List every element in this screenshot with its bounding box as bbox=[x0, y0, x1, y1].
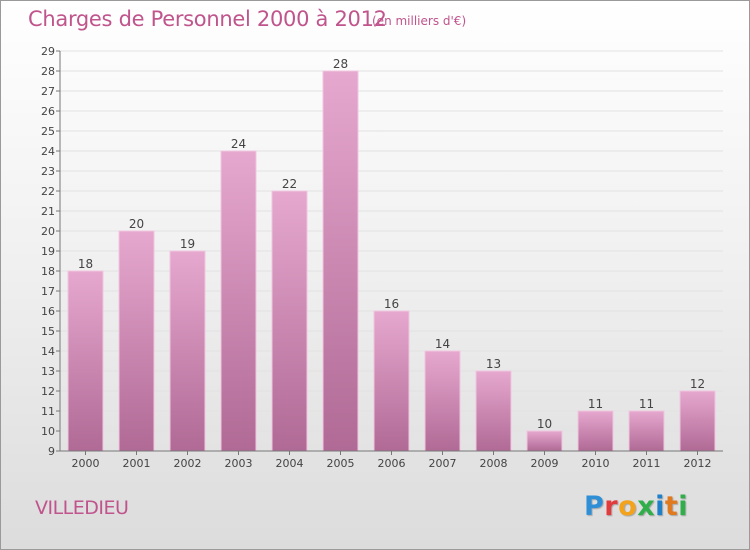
bar-2010 bbox=[577, 410, 614, 452]
y-tick-label: 17 bbox=[41, 285, 55, 298]
y-tick-label: 13 bbox=[41, 365, 55, 378]
x-tick-label: 2004 bbox=[276, 457, 304, 470]
data-label: 19 bbox=[180, 237, 195, 251]
x-tick-label: 2002 bbox=[174, 457, 202, 470]
data-label: 11 bbox=[588, 397, 603, 411]
bar-2003 bbox=[220, 150, 257, 452]
bar-2011 bbox=[628, 410, 665, 452]
y-tick-label: 20 bbox=[41, 225, 55, 238]
proxiti-logo[interactable]: Proxiti bbox=[584, 491, 688, 522]
chart-title: Charges de Personnel 2000 à 2012 bbox=[28, 7, 387, 31]
data-label: 28 bbox=[333, 57, 348, 71]
data-label: 10 bbox=[537, 417, 552, 431]
data-label: 11 bbox=[639, 397, 654, 411]
y-tick-label: 16 bbox=[41, 305, 55, 318]
y-tick-label: 29 bbox=[41, 45, 55, 58]
x-tick-label: 2006 bbox=[378, 457, 406, 470]
x-tick-label: 2012 bbox=[684, 457, 712, 470]
chart-subtitle: (en milliers d'€) bbox=[372, 14, 467, 28]
data-label: 12 bbox=[690, 377, 705, 391]
y-tick-label: 22 bbox=[41, 185, 55, 198]
logo-letter: i bbox=[655, 491, 665, 522]
y-tick-label: 10 bbox=[41, 425, 55, 438]
bar-2005 bbox=[322, 70, 359, 452]
data-label: 20 bbox=[129, 217, 144, 231]
x-tick-label: 2005 bbox=[327, 457, 355, 470]
y-tick-label: 15 bbox=[41, 325, 55, 338]
x-tick-label: 2009 bbox=[531, 457, 559, 470]
logo-letter: i bbox=[678, 491, 689, 522]
y-tick-label: 26 bbox=[41, 105, 55, 118]
logo-letter: o bbox=[618, 491, 638, 522]
x-tick-label: 2008 bbox=[480, 457, 508, 470]
y-tick-label: 27 bbox=[41, 85, 55, 98]
y-tick-label: 14 bbox=[41, 345, 55, 358]
logo-letter: P bbox=[584, 491, 605, 522]
bar-2012 bbox=[679, 390, 716, 452]
data-label: 13 bbox=[486, 357, 501, 371]
y-tick-label: 21 bbox=[41, 205, 55, 218]
y-tick-label: 24 bbox=[41, 145, 55, 158]
y-tick-label: 19 bbox=[41, 245, 55, 258]
y-axis: 9 10 11 12 13 14 15 16 17 18 19 20 21 22 23 24 25 26 27 28 2… bbox=[41, 45, 61, 458]
bar-2009 bbox=[526, 430, 563, 452]
y-tick-label: 28 bbox=[41, 65, 55, 78]
commune-name: VILLEDIEU bbox=[35, 497, 129, 519]
bar-2004 bbox=[271, 190, 308, 452]
bar-2007 bbox=[424, 350, 461, 452]
logo-letter: r bbox=[604, 491, 619, 522]
y-tick-label: 12 bbox=[41, 385, 55, 398]
y-tick-label: 11 bbox=[41, 405, 55, 418]
data-label: 16 bbox=[384, 297, 399, 311]
bar-2002 bbox=[169, 250, 206, 452]
y-tick-label: 25 bbox=[41, 125, 55, 138]
y-tick-label: 18 bbox=[41, 265, 55, 278]
logo-letter: t bbox=[664, 491, 679, 522]
data-label: 18 bbox=[78, 257, 93, 271]
bar-2008 bbox=[475, 370, 512, 452]
x-axis: 2000 2001 2002 2003 2004 2005 2006 2007 2008 2009… bbox=[60, 450, 723, 470]
data-label: 22 bbox=[282, 177, 297, 191]
data-label: 24 bbox=[231, 137, 246, 151]
bar-2006 bbox=[373, 310, 410, 452]
x-tick-label: 2003 bbox=[225, 457, 253, 470]
x-tick-label: 2000 bbox=[72, 457, 100, 470]
y-tick-label: 9 bbox=[48, 445, 55, 458]
y-tick-label: 23 bbox=[41, 165, 55, 178]
bar-2000 bbox=[67, 270, 104, 452]
data-label: 14 bbox=[435, 337, 450, 351]
logo-letter: x bbox=[637, 491, 656, 522]
bars: 18 20 19 24 22 28 16 14 13 10 11 11 12 bbox=[67, 57, 716, 452]
x-tick-label: 2011 bbox=[633, 457, 661, 470]
x-tick-label: 2010 bbox=[582, 457, 610, 470]
x-tick-label: 2007 bbox=[429, 457, 457, 470]
x-tick-label: 2001 bbox=[123, 457, 151, 470]
bar-2001 bbox=[118, 230, 155, 452]
